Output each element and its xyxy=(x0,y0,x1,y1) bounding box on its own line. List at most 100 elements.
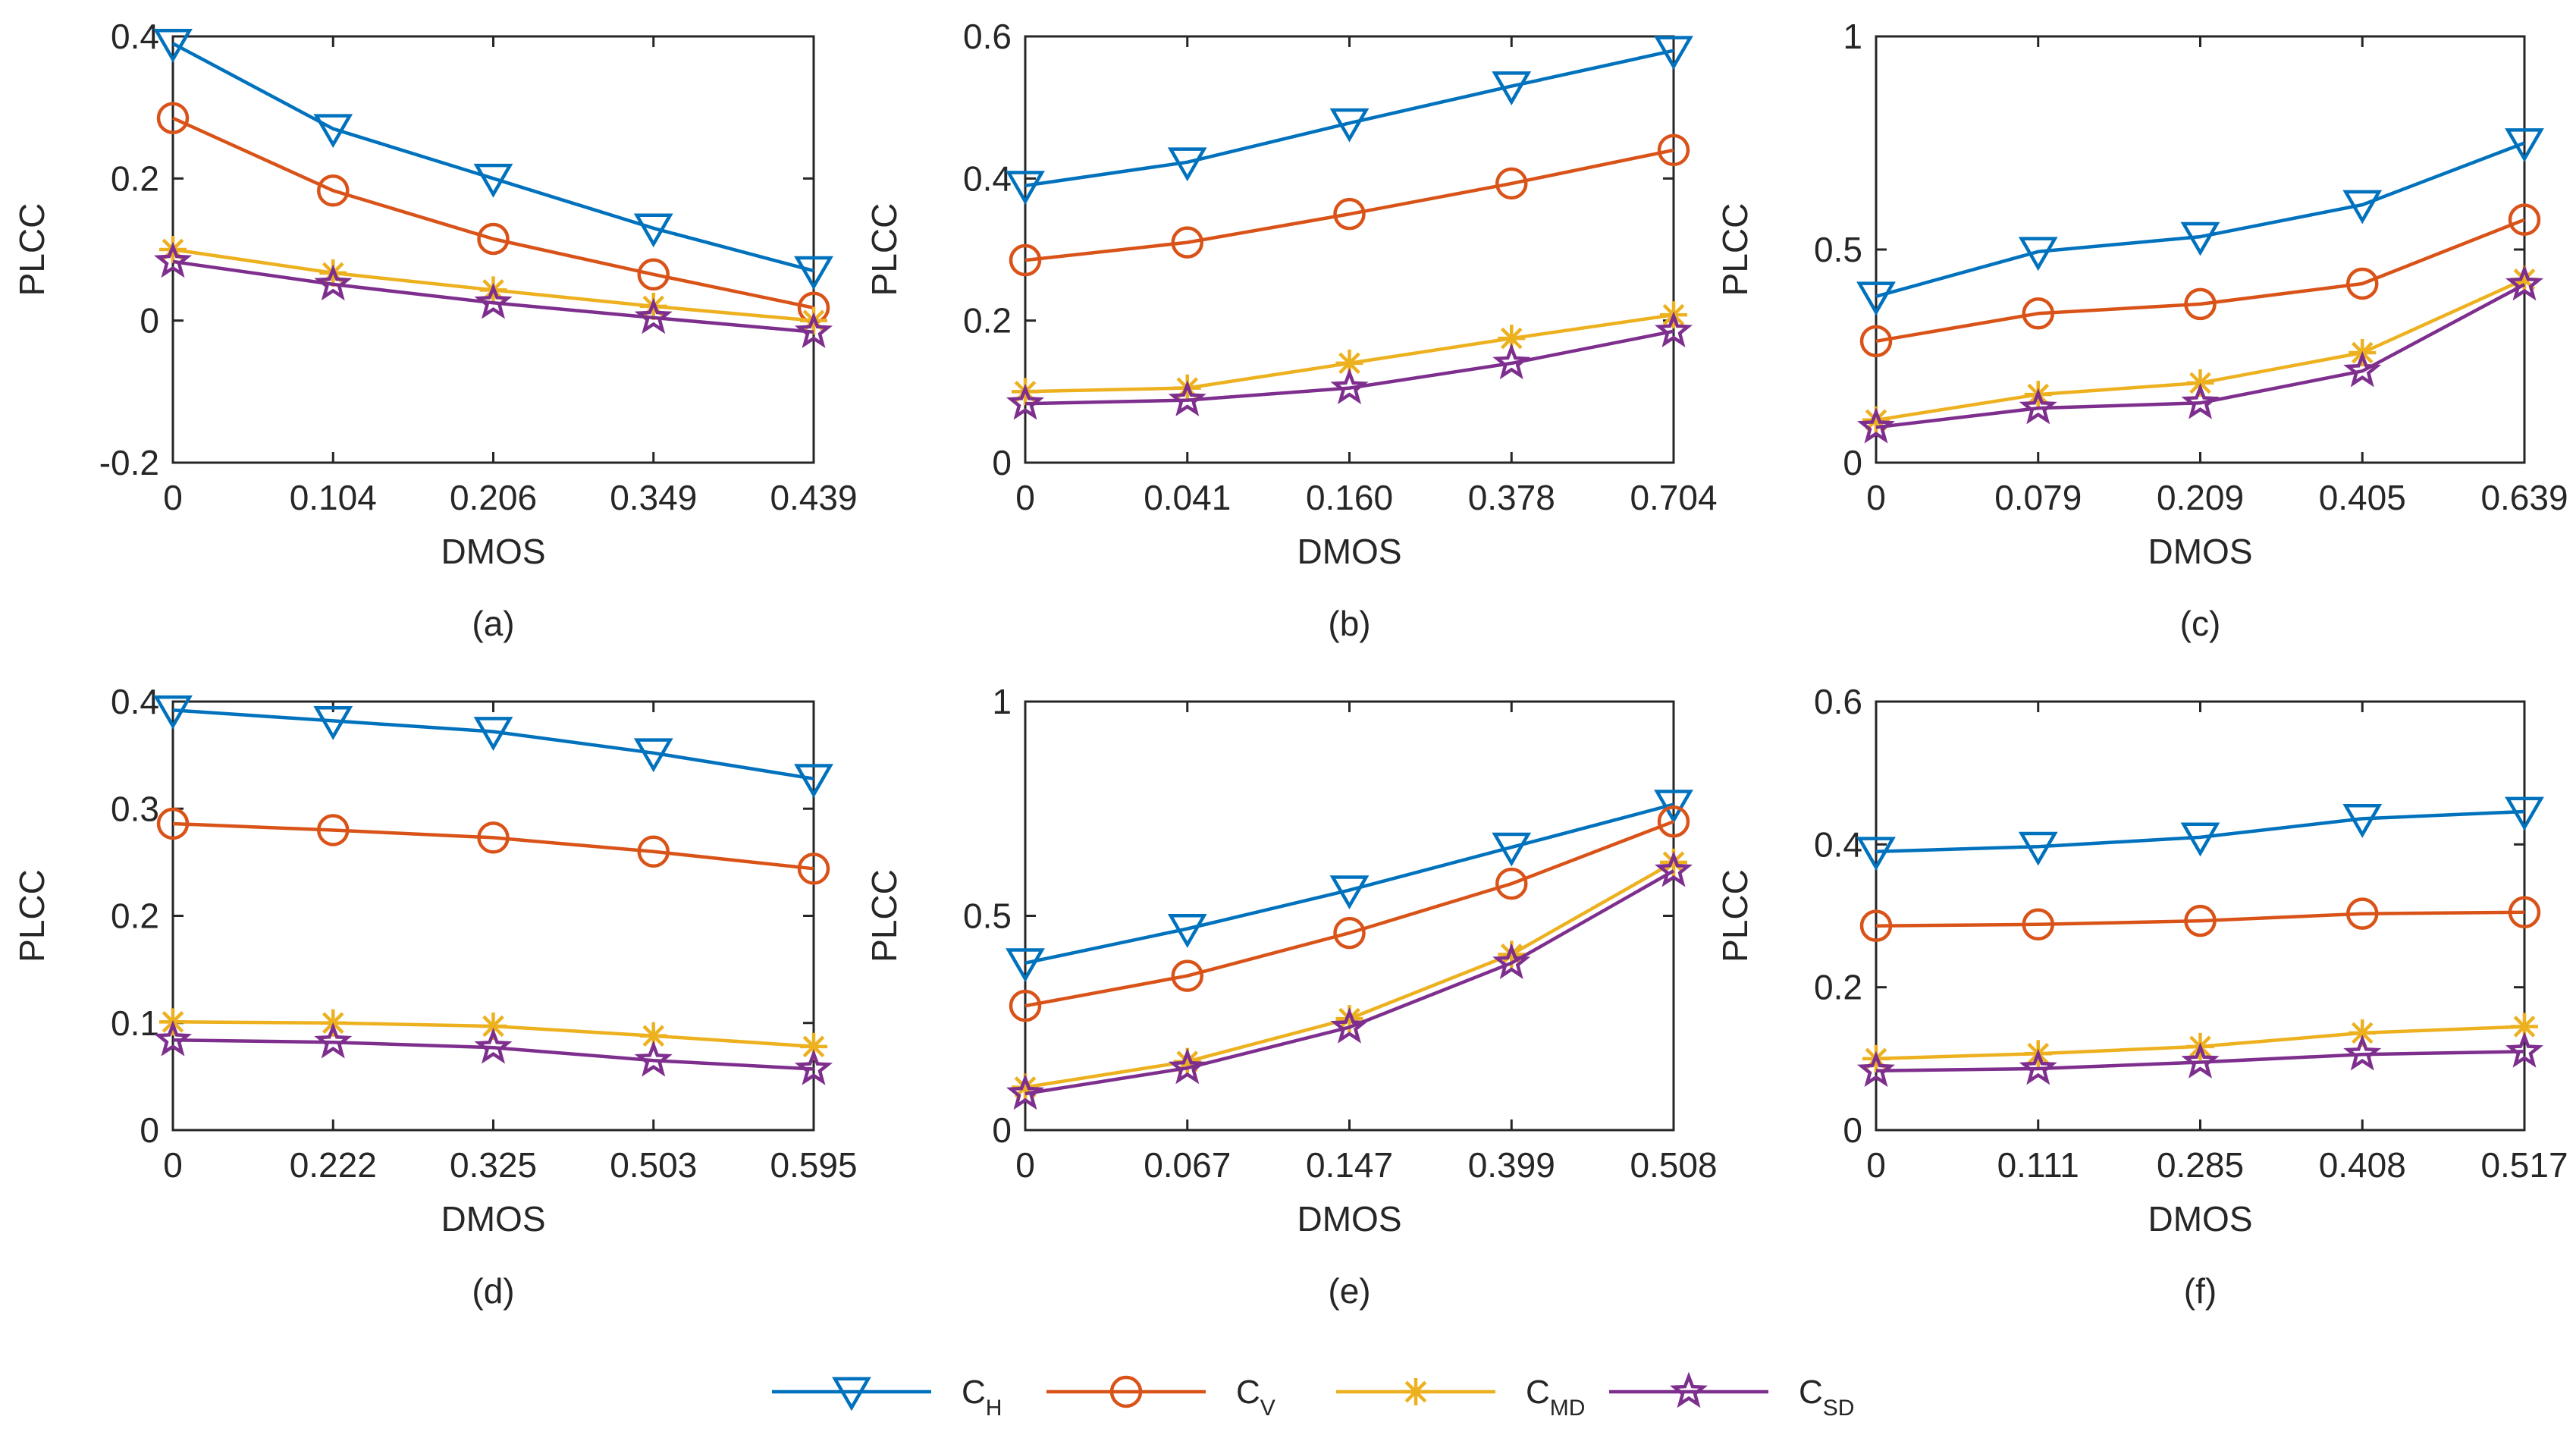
data-point-CSD xyxy=(1654,850,1693,887)
x-tick-label: 0 xyxy=(163,478,183,517)
x-axis-label: DMOS xyxy=(441,1199,546,1239)
series-CMD xyxy=(159,1008,827,1060)
panel-label: (e) xyxy=(1328,1271,1370,1311)
data-point-CH xyxy=(473,163,513,198)
legend-label-subscript: MD xyxy=(1550,1396,1586,1421)
data-point-CMD-stroke xyxy=(2513,1016,2536,1038)
x-tick-label: 0.209 xyxy=(2157,478,2244,517)
x-tick-label: 0.517 xyxy=(2480,1145,2568,1185)
data-point-CH xyxy=(1167,914,1207,948)
data-point-CV xyxy=(2022,297,2054,330)
data-point-CH xyxy=(1329,875,1370,909)
data-point-CMD-stroke xyxy=(1338,1007,1360,1030)
data-point-CSD xyxy=(474,1027,513,1064)
data-point-CMD-stroke xyxy=(1338,352,1360,375)
data-point-CH xyxy=(1006,171,1045,206)
x-axis-label: DMOS xyxy=(2148,532,2253,571)
series-line-CSD xyxy=(172,1038,814,1071)
data-point-CH xyxy=(1167,147,1207,182)
data-point-CH xyxy=(2018,237,2058,272)
data-point-CV xyxy=(637,258,670,291)
data-point-CH xyxy=(1006,948,1045,983)
y-tick-label: 0.6 xyxy=(963,17,1012,56)
data-point-CSD xyxy=(1006,383,1045,420)
series-CV xyxy=(1859,203,2541,358)
series-line-CV xyxy=(1875,218,2525,344)
x-tick-label: 0.147 xyxy=(1306,1145,1393,1185)
data-point-CH xyxy=(1492,832,1532,867)
y-axis-label: PLCC xyxy=(864,869,904,962)
x-tick-label: 0.160 xyxy=(1306,478,1393,517)
data-point-CV xyxy=(477,222,510,256)
series-line-CMD xyxy=(1875,278,2525,422)
series-line-CH xyxy=(1024,802,1674,965)
chart-panel-d: 0 0.1 0.2 0.3 0.4 0 0.222 0.325 0.503 0.595 DMOS PL… xyxy=(12,682,858,1311)
series-line-CMD xyxy=(1024,860,1675,1089)
x-tick-label: 0.503 xyxy=(610,1145,697,1185)
data-point-CH xyxy=(1329,108,1370,143)
series-line-CV xyxy=(1024,820,1674,1008)
data-point-CV xyxy=(156,102,190,134)
data-point-CSD xyxy=(1654,311,1693,348)
panel-label: (d) xyxy=(472,1271,514,1311)
legend-entry-CH: CH xyxy=(772,1374,1002,1421)
legend-marker-CV xyxy=(1109,1375,1143,1408)
y-tick-label: 0.2 xyxy=(1814,968,1862,1007)
plot-area-frame xyxy=(171,700,815,1132)
series-CSD xyxy=(153,1020,833,1085)
plot-area-frame xyxy=(171,35,815,464)
data-point-CH xyxy=(1654,790,1693,824)
y-tick-label: -0.2 xyxy=(99,443,159,482)
data-point-CH xyxy=(313,706,353,740)
data-point-CH xyxy=(153,28,193,63)
series-line-CH xyxy=(1875,141,2525,298)
y-axis-label: PLCC xyxy=(864,203,904,297)
series-CV xyxy=(1859,896,2541,942)
data-point-CMD-stroke xyxy=(1662,851,1685,874)
data-point-CMD-stroke xyxy=(802,1035,825,1058)
data-point-CV xyxy=(2022,908,2054,941)
data-point-CV xyxy=(1495,867,1528,900)
data-point-CSD xyxy=(314,264,353,301)
panel-label: (a) xyxy=(472,604,514,643)
y-tick-label: 0.3 xyxy=(111,789,159,828)
series-line-CV xyxy=(1875,910,2525,928)
data-point-CH xyxy=(2018,831,2058,866)
data-point-CH xyxy=(153,695,193,730)
legend-label: CV xyxy=(1236,1374,1275,1421)
data-point-CSD xyxy=(2181,383,2220,419)
data-point-CV xyxy=(797,853,830,885)
x-tick-label: 0 xyxy=(1015,478,1035,517)
x-tick-label: 0.041 xyxy=(1144,478,1231,517)
series-CSD xyxy=(1856,1032,2544,1088)
legend-entry-CMD: CMD xyxy=(1336,1374,1585,1421)
data-point-CSD xyxy=(474,282,513,319)
data-point-CH xyxy=(2342,190,2383,225)
data-point-CSD xyxy=(2343,350,2382,388)
series-CH xyxy=(153,695,833,799)
panel-label: (c) xyxy=(2180,604,2221,643)
data-point-CSD xyxy=(153,241,193,278)
y-tick-label: 0.4 xyxy=(111,17,159,56)
data-point-CSD xyxy=(2181,1042,2220,1079)
y-axis-label: PLCC xyxy=(12,203,52,297)
x-tick-label: 0.704 xyxy=(1630,478,1717,517)
data-point-CSD xyxy=(1330,1007,1369,1044)
data-point-CSD xyxy=(1856,407,1896,444)
data-point-CV xyxy=(1657,133,1690,167)
data-point-CH xyxy=(1856,837,1896,871)
data-point-CV xyxy=(2184,904,2217,937)
data-point-CSD xyxy=(2505,264,2544,301)
series-CSD xyxy=(153,241,833,348)
y-tick-label: 0 xyxy=(1843,1110,1862,1150)
y-axis-label: PLCC xyxy=(1715,869,1755,962)
series-line-CSD xyxy=(1024,869,1675,1096)
series-line-CSD xyxy=(1024,329,1674,406)
data-point-CSD xyxy=(794,312,833,348)
data-point-CSD xyxy=(153,1020,193,1057)
data-point-CSD xyxy=(634,1040,673,1077)
y-tick-label: 0 xyxy=(1843,443,1862,482)
data-point-CSD xyxy=(1330,368,1369,404)
series-CV xyxy=(1009,805,1690,1022)
x-axis-label: DMOS xyxy=(441,532,546,571)
